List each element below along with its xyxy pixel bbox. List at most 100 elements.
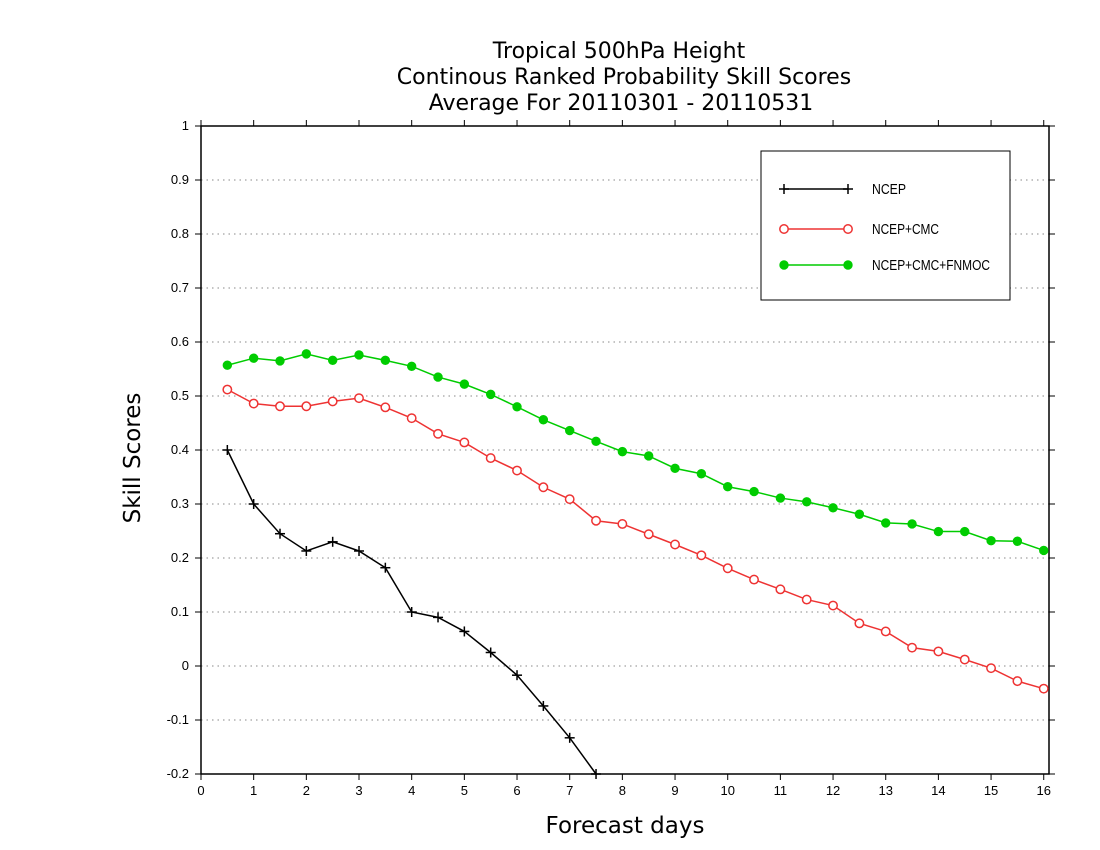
data-point-ncep [301, 545, 312, 556]
data-point-ncep-cmc [722, 563, 733, 574]
data-point-ncep-cmc-fnmoc [380, 355, 391, 366]
x-tick-label: 2 [303, 783, 310, 798]
data-point-ncep-cmc [380, 402, 391, 413]
data-point-ncep-cmc [643, 529, 654, 540]
y-tick-label: 0.1 [171, 604, 189, 619]
data-point-ncep [538, 700, 549, 711]
y-tick-label: 0.3 [171, 496, 189, 511]
legend-label: NCEP+CMC+FNMOC [872, 257, 990, 274]
x-axis-label: Forecast days [546, 813, 705, 839]
data-point-ncep-cmc-fnmoc [617, 446, 628, 457]
data-point-ncep [354, 545, 365, 556]
data-point-ncep-cmc-fnmoc [222, 360, 233, 370]
data-point-ncep [248, 499, 259, 509]
data-point-ncep-cmc [485, 453, 496, 464]
data-point-ncep [564, 732, 575, 743]
data-point-ncep-cmc-fnmoc [907, 519, 917, 529]
chart-title: Tropical 500hPa Height Continous Ranked … [397, 39, 851, 116]
series-ncep [222, 445, 602, 779]
data-point-ncep-cmc-fnmoc [933, 526, 944, 537]
data-point-ncep-cmc [670, 539, 680, 550]
y-tick-label: -0.2 [167, 766, 189, 781]
data-point-ncep-cmc-fnmoc [248, 353, 259, 363]
data-point-ncep-cmc-fnmoc [802, 497, 812, 507]
data-point-ncep [327, 536, 338, 547]
legend-label: NCEP [872, 181, 906, 198]
data-point-ncep-cmc [933, 646, 944, 657]
series-ncep-cmc-fnmoc [222, 349, 1049, 556]
x-axis-ticks: 0 1 2 3 4 5 6 7 8 9 10 11 12 13 14 15 16 [197, 120, 1051, 798]
data-point-ncep-cmc-fnmoc [696, 469, 707, 479]
title-line-2: Continous Ranked Probability Skill Score… [397, 65, 851, 90]
x-tick-label: 1 [250, 783, 257, 798]
data-point-ncep [433, 612, 444, 623]
y-tick-label: 0.8 [171, 226, 189, 241]
series-line-ncep-cmc-fnmoc [227, 353, 1044, 552]
data-point-ncep-cmc-fnmoc [591, 436, 601, 447]
data-point-ncep-cmc-fnmoc [512, 402, 522, 412]
data-point-ncep-cmc-fnmoc [301, 349, 312, 359]
data-point-ncep-cmc-fnmoc [564, 425, 575, 436]
data-point-ncep-cmc [459, 437, 470, 448]
title-line-1: Tropical 500hPa Height [492, 39, 746, 64]
data-point-ncep-cmc [222, 384, 233, 395]
series-layer [222, 349, 1049, 779]
x-tick-label: 16 [1036, 783, 1050, 798]
data-point-ncep [380, 562, 391, 573]
series-ncep-cmc [222, 384, 1049, 694]
x-tick-label: 4 [408, 783, 415, 798]
y-tick-label: 0.4 [171, 442, 189, 457]
data-point-ncep-cmc [775, 584, 786, 595]
data-point-ncep-cmc [248, 398, 259, 409]
data-point-ncep [485, 647, 496, 658]
legend-marker [843, 184, 853, 194]
y-tick-label: 0 [182, 658, 189, 673]
x-tick-label: 7 [566, 783, 573, 798]
data-point-ncep-cmc [327, 396, 338, 407]
data-point-ncep-cmc-fnmoc [406, 361, 417, 371]
data-point-ncep-cmc-fnmoc [275, 356, 285, 366]
data-point-ncep-cmc-fnmoc [644, 451, 654, 461]
data-point-ncep-cmc [986, 663, 997, 674]
data-point-ncep-cmc-fnmoc [881, 518, 891, 528]
data-point-ncep-cmc-fnmoc [960, 526, 970, 537]
data-point-ncep-cmc [1038, 683, 1049, 694]
data-point-ncep-cmc [801, 594, 812, 605]
legend-entry-ncep-cmc-fnmoc: NCEP+CMC+FNMOC [779, 257, 990, 274]
data-point-ncep-cmc [617, 519, 628, 529]
data-point-ncep-cmc [880, 626, 891, 637]
data-point-ncep-cmc-fnmoc [354, 350, 364, 360]
legend-marker [779, 260, 789, 270]
data-point-ncep-cmc-fnmoc [1012, 536, 1023, 546]
x-tick-label: 3 [355, 783, 362, 798]
data-point-ncep-cmc [433, 428, 443, 439]
data-point-ncep-cmc [907, 642, 918, 653]
data-point-ncep-cmc-fnmoc [433, 372, 443, 382]
y-axis-ticks: -0.2 -0.1 0 0.1 0.2 0.3 0.4 0.5 0.6 0.7 0.8 0.9 1 [167, 118, 1055, 781]
y-tick-label: 0.2 [171, 550, 189, 565]
y-tick-label: 0.6 [171, 334, 189, 349]
data-point-ncep [459, 626, 470, 637]
y-tick-label: 1 [182, 118, 189, 133]
plot-frame [200, 125, 1050, 775]
data-point-ncep-cmc-fnmoc [1039, 545, 1049, 556]
data-point-ncep-cmc [406, 413, 417, 424]
data-point-ncep-cmc [512, 465, 522, 476]
title-line-3: Average For 20110301 - 20110531 [429, 91, 814, 116]
legend: NCEP NCEP+CMC NCEP+CMC+FNMOC [760, 150, 1011, 301]
data-point-ncep-cmc [959, 654, 970, 665]
series-line-ncep-cmc [226, 388, 1044, 690]
x-tick-label: 13 [878, 783, 892, 798]
legend-marker [843, 224, 853, 234]
data-point-ncep-cmc [275, 401, 285, 412]
legend-marker [843, 260, 853, 270]
y-tick-label: 0.5 [171, 388, 189, 403]
data-point-ncep [406, 607, 417, 617]
y-tick-label: 0.7 [171, 280, 189, 295]
legend-entry-ncep-cmc: NCEP+CMC [779, 221, 939, 238]
y-axis-label: Skill Scores [120, 393, 146, 524]
data-point-ncep [512, 670, 523, 681]
data-point-ncep-cmc [564, 494, 575, 505]
data-point-ncep-cmc-fnmoc [986, 536, 996, 546]
